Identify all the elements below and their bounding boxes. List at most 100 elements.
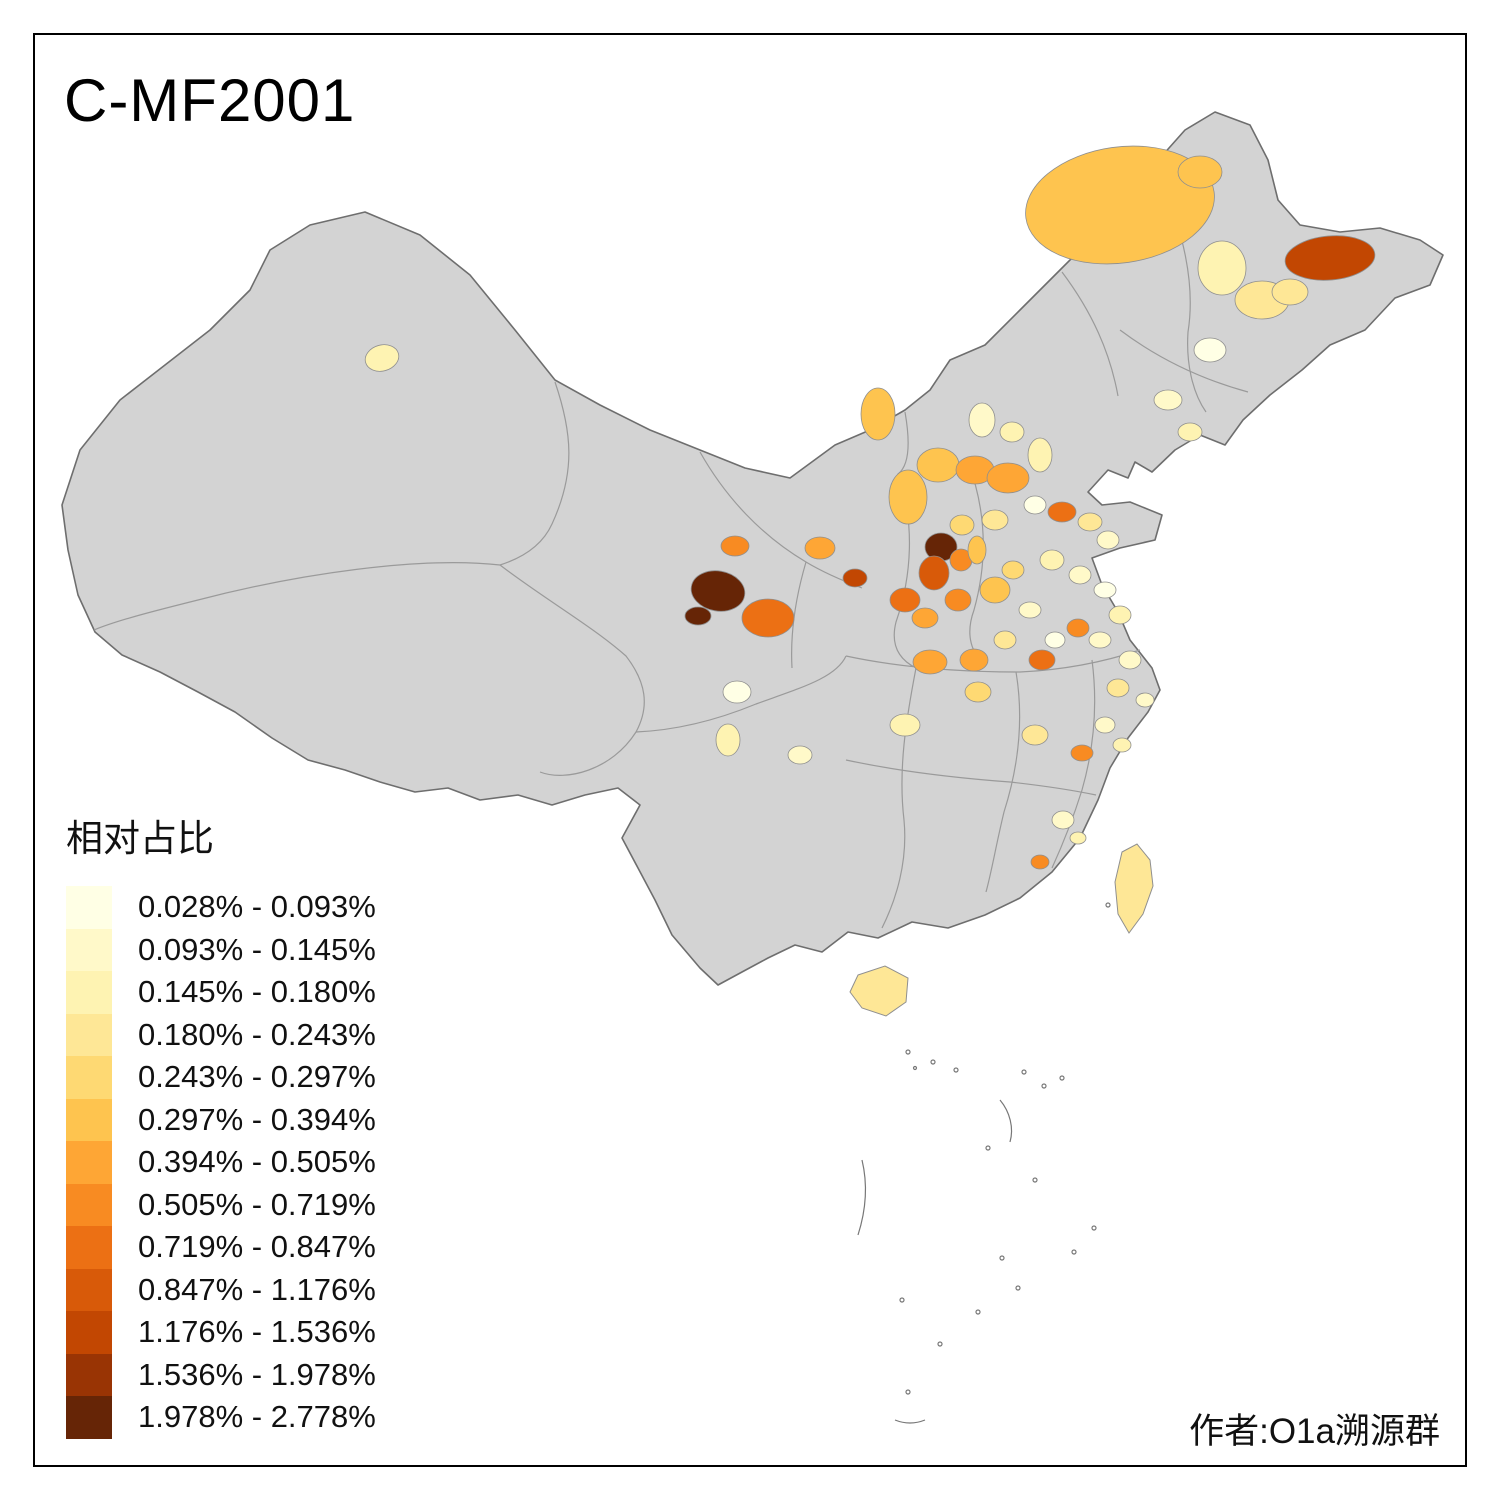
map-region bbox=[916, 447, 960, 483]
map-region bbox=[1066, 618, 1090, 638]
map-region bbox=[860, 387, 896, 441]
map-region bbox=[1135, 692, 1155, 708]
legend-swatch bbox=[66, 971, 112, 1014]
chart-title: C-MF2001 bbox=[64, 67, 356, 134]
legend-row: 0.145% - 0.180% bbox=[66, 971, 376, 1014]
map-region bbox=[911, 607, 939, 629]
map-region bbox=[999, 421, 1025, 443]
map-region bbox=[1153, 389, 1183, 411]
legend: 相对占比 0.028% - 0.093% 0.093% - 0.145% 0.145… bbox=[66, 808, 376, 1439]
map-region bbox=[1096, 530, 1120, 550]
region-layer bbox=[364, 145, 1376, 870]
map-region bbox=[1001, 560, 1025, 580]
map-region bbox=[741, 598, 795, 638]
legend-row: 0.243% - 0.297% bbox=[66, 1056, 376, 1099]
legend-label: 0.847% - 1.176% bbox=[138, 1271, 376, 1307]
legend-label: 0.028% - 0.093% bbox=[138, 889, 376, 925]
legend-row: 0.297% - 0.394% bbox=[66, 1098, 376, 1141]
map-region bbox=[722, 680, 752, 704]
legend-label: 1.536% - 1.978% bbox=[138, 1356, 376, 1392]
map-region bbox=[1028, 649, 1056, 671]
legend-swatch bbox=[66, 1226, 112, 1269]
map-region bbox=[949, 514, 975, 536]
map-region bbox=[1112, 737, 1132, 753]
map-region bbox=[1069, 831, 1087, 845]
map-region bbox=[1021, 724, 1049, 746]
map-region bbox=[967, 535, 987, 565]
map-region bbox=[959, 648, 989, 672]
mainland-outline bbox=[61, 111, 1444, 986]
map-region bbox=[1271, 278, 1309, 306]
map-region bbox=[690, 570, 746, 612]
map-region bbox=[889, 713, 921, 737]
legend-label: 0.145% - 0.180% bbox=[138, 974, 376, 1010]
south-china-sea-islets bbox=[857, 902, 1111, 1424]
legend-row: 0.093% - 0.145% bbox=[66, 928, 376, 971]
map-region bbox=[1070, 744, 1094, 762]
map-region bbox=[1030, 854, 1050, 870]
map-region bbox=[684, 606, 712, 626]
legend-row: 1.536% - 1.978% bbox=[66, 1353, 376, 1396]
legend-swatch bbox=[66, 1098, 112, 1141]
map-region bbox=[364, 344, 400, 372]
legend-swatch bbox=[66, 1056, 112, 1099]
map-region bbox=[1051, 810, 1075, 830]
map-region bbox=[715, 723, 741, 757]
map-region bbox=[944, 588, 972, 612]
map-region bbox=[964, 681, 992, 703]
map-region bbox=[787, 745, 813, 765]
province-borders bbox=[93, 177, 1249, 929]
legend-row: 1.176% - 1.536% bbox=[66, 1311, 376, 1354]
legend-label: 0.093% - 0.145% bbox=[138, 931, 376, 967]
legend-row: 0.847% - 1.176% bbox=[66, 1268, 376, 1311]
map-region bbox=[1025, 145, 1215, 265]
legend-swatch bbox=[66, 1311, 112, 1354]
map-region bbox=[1027, 437, 1053, 473]
legend-row: 0.028% - 0.093% bbox=[66, 886, 376, 929]
map-region bbox=[968, 402, 996, 438]
legend-label: 0.394% - 0.505% bbox=[138, 1144, 376, 1180]
map-region bbox=[1177, 422, 1203, 442]
legend-row: 0.505% - 0.719% bbox=[66, 1183, 376, 1226]
map-region bbox=[981, 509, 1009, 531]
legend-row: 1.978% - 2.778% bbox=[66, 1396, 376, 1439]
map-region bbox=[1023, 495, 1047, 515]
map-region bbox=[1193, 337, 1227, 363]
map-region bbox=[1047, 501, 1077, 523]
legend-swatch bbox=[66, 1396, 112, 1439]
map-region bbox=[1044, 631, 1066, 649]
map-region bbox=[1068, 565, 1092, 585]
legend-label: 0.719% - 0.847% bbox=[138, 1229, 376, 1265]
map-region bbox=[993, 630, 1017, 650]
legend-swatch bbox=[66, 1353, 112, 1396]
map-region bbox=[1108, 605, 1132, 625]
legend-title: 相对占比 bbox=[66, 818, 214, 859]
legend-swatch bbox=[66, 1013, 112, 1056]
attribution: 作者:O1a溯源群 bbox=[1189, 1412, 1440, 1451]
map-region bbox=[1077, 512, 1103, 532]
map-region bbox=[1177, 155, 1223, 189]
map-region bbox=[804, 536, 836, 560]
legend-swatch bbox=[66, 1141, 112, 1184]
legend-swatch bbox=[66, 1268, 112, 1311]
legend-label: 1.176% - 1.536% bbox=[138, 1314, 376, 1350]
map-region bbox=[1106, 678, 1130, 698]
map-region bbox=[1039, 549, 1065, 571]
legend-label: 0.505% - 0.719% bbox=[138, 1186, 376, 1222]
map-region bbox=[1094, 716, 1116, 734]
map-region bbox=[1197, 240, 1247, 296]
map-region bbox=[912, 649, 948, 675]
legend-row: 0.719% - 0.847% bbox=[66, 1226, 376, 1269]
legend-label: 1.978% - 2.778% bbox=[138, 1399, 376, 1435]
legend-swatch bbox=[66, 1183, 112, 1226]
map-region bbox=[1093, 581, 1117, 599]
legend-label: 0.297% - 0.394% bbox=[138, 1101, 376, 1137]
map-region bbox=[1088, 631, 1112, 649]
taiwan-region bbox=[1114, 843, 1154, 934]
legend-label: 0.180% - 0.243% bbox=[138, 1016, 376, 1052]
hainan-region bbox=[849, 965, 909, 1017]
legend-row: 0.180% - 0.243% bbox=[66, 1013, 376, 1056]
map-region bbox=[1118, 650, 1142, 670]
map-region bbox=[1284, 235, 1376, 281]
legend-swatch bbox=[66, 886, 112, 929]
